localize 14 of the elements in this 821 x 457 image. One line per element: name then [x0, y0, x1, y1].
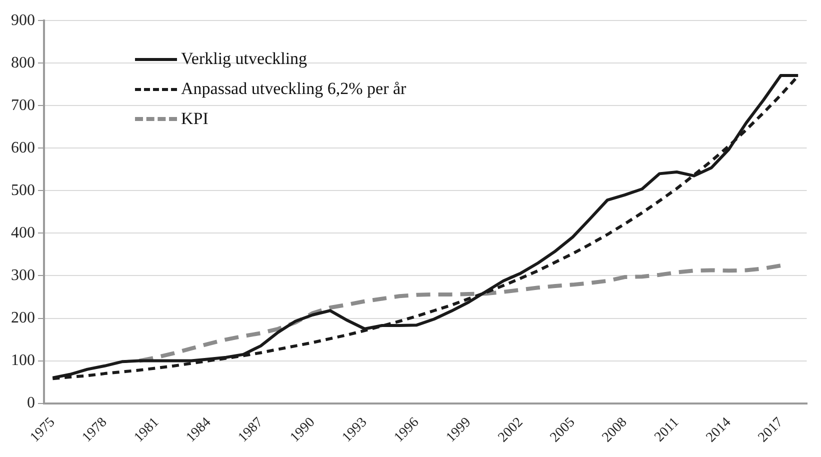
legend-label: KPI	[181, 109, 208, 129]
y-tick-label: 700	[11, 96, 35, 114]
y-tick-label: 500	[11, 182, 35, 199]
legend-label: Anpassad utveckling 6,2% per år	[181, 79, 406, 99]
y-tick-label: 200	[11, 309, 35, 326]
line-series	[137, 264, 783, 363]
y-tick-label: 800	[11, 54, 35, 72]
y-tick-label: 100	[11, 352, 35, 369]
y-tick-label: 400	[11, 224, 35, 242]
y-tick-label: 900	[11, 12, 35, 29]
legend-label: Verklig utveckling	[181, 49, 308, 69]
y-tick-label: 0	[27, 394, 35, 412]
y-tick-label: 300	[11, 266, 35, 284]
y-tick-label: 600	[11, 139, 35, 156]
